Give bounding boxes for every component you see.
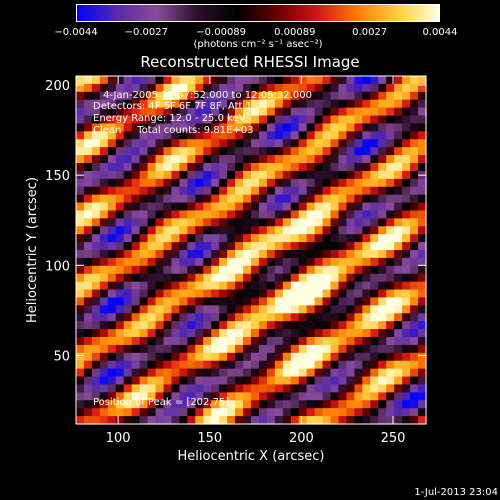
colorbar-tick-label: −0.00089 [196, 27, 247, 38]
colorbar-tick-label: 0.0027 [352, 27, 388, 38]
x-axis-label: Heliocentric X (arcsec) [178, 449, 325, 464]
annotation-peak-position: Position of Peak = [202,75] [93, 397, 230, 408]
x-tick-label: 200 [289, 431, 314, 446]
plot-frame [75, 75, 427, 425]
colorbar-tick-label: −0.0027 [124, 27, 168, 38]
x-axis-ticks: 100 150 200 250 [106, 76, 406, 446]
annotation-detectors: Detectors: 4F 5F 6F 7F 8F, Att 1 [93, 101, 253, 112]
annotation-algorithm: Clean Total counts: 9.81E+03 [93, 125, 254, 136]
colorbar-tick-label: −0.0044 [54, 27, 98, 38]
footer-date: 1-Jul-2013 23:04 [414, 487, 498, 498]
y-tick-label: 150 [45, 169, 70, 184]
annotation-time-range: 4-Jan-2005 11:57:52.000 to 12:05:32.000 [103, 90, 312, 101]
y-axis-label: Heliocentric Y (arcsec) [25, 177, 40, 323]
chart-title: Reconstructed RHESSI Image [140, 53, 360, 71]
y-tick-label: 100 [45, 259, 70, 274]
x-tick-label: 250 [381, 431, 406, 446]
x-tick-label: 150 [197, 431, 222, 446]
y-tick-label: 200 [45, 79, 70, 94]
y-tick-label: 50 [53, 349, 70, 364]
annotation-energy-range: Energy Range: 12.0 - 25.0 keV [93, 113, 246, 124]
colorbar [76, 4, 440, 22]
heatmap-image [76, 76, 427, 425]
colorbar-unit-label: (photons cm⁻² s⁻¹ asec⁻²) [193, 39, 323, 50]
colorbar-tick-label: 0.00089 [274, 27, 316, 38]
colorbar-tick-label: 0.0044 [422, 27, 458, 38]
x-tick-label: 100 [106, 431, 131, 446]
y-axis-ticks: 50 100 150 200 [45, 79, 426, 364]
